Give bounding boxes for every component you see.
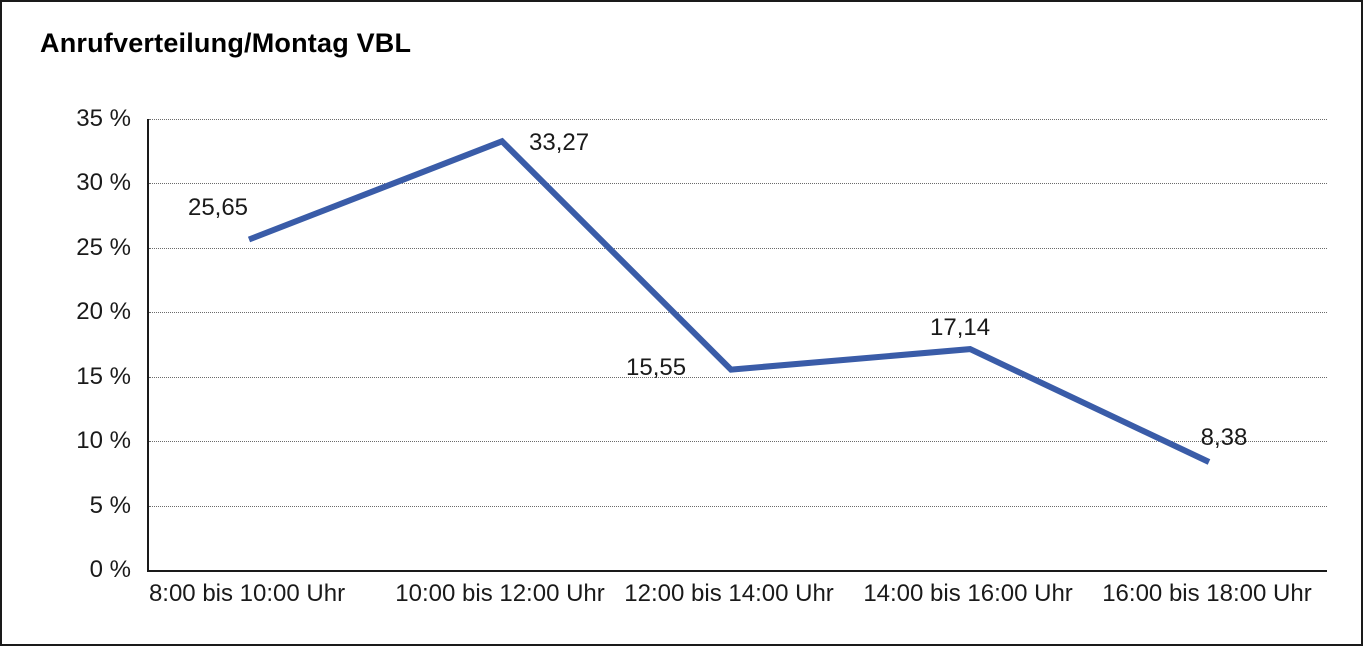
- data-point-label: 17,14: [930, 314, 991, 342]
- y-tick-label: 15 %: [76, 362, 131, 390]
- y-tick-label: 20 %: [76, 298, 131, 326]
- y-tick-label: 0 %: [89, 556, 131, 583]
- y-tick-label: 10 %: [76, 427, 131, 455]
- gridline: [149, 312, 1327, 314]
- y-tick-label: 35 %: [76, 105, 131, 132]
- plot-area: [147, 119, 1327, 572]
- gridline: [149, 119, 1327, 120]
- x-tick-label: 16:00 bis 18:00 Uhr: [1102, 580, 1312, 607]
- gridline: [149, 247, 1327, 249]
- series-line: [247, 137, 1211, 465]
- gridline: [149, 376, 1327, 378]
- y-tick-label: 5 %: [89, 491, 131, 519]
- y-tick-label: 25 %: [76, 233, 131, 261]
- x-tick-label: 8:00 bis 10:00 Uhr: [148, 580, 346, 607]
- data-point-label: 33,27: [529, 129, 590, 157]
- gridline: [149, 183, 1327, 185]
- x-tick-label: 14:00 bis 16:00 Uhr: [863, 580, 1073, 607]
- x-tick-label: 12:00 bis 14:00 Uhr: [624, 580, 834, 607]
- gridline: [149, 505, 1327, 507]
- data-point-label: 8,38: [1200, 424, 1248, 452]
- gridline: [149, 441, 1327, 443]
- chart-title: Anrufverteilung/Montag VBL: [40, 28, 412, 58]
- data-point-label: 15,55: [626, 353, 687, 381]
- data-point-label: 25,65: [187, 194, 249, 222]
- y-tick-label: 30 %: [76, 169, 131, 197]
- line-series: [247, 137, 1211, 465]
- x-tick-label: 10:00 bis 12:00 Uhr: [395, 580, 605, 607]
